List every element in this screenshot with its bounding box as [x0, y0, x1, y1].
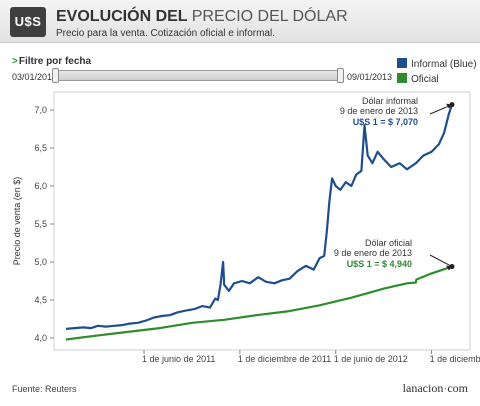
annotation-date: 9 de enero de 2013: [340, 106, 418, 116]
brand-logo: lanacion·com: [402, 381, 468, 395]
annotation-date: 9 de enero de 2013: [334, 248, 412, 258]
plot-area: [53, 91, 471, 351]
annotation-pointer: [429, 254, 453, 268]
legend-swatch: [397, 58, 407, 68]
annotation-title: Dólar informal: [362, 96, 418, 106]
y-tick-label: 7,0: [34, 105, 47, 115]
y-tick-label: 6,5: [34, 143, 47, 153]
x-tick-label: 1 de junio de 2011: [142, 354, 215, 364]
x-tick-label: 1 de junio de 2012: [334, 354, 408, 364]
slider-handle-start[interactable]: [52, 68, 59, 83]
y-axis-label: Precio de venta (en $): [12, 177, 22, 266]
slider-handle-end[interactable]: [337, 68, 344, 83]
title-bold: EVOLUCIÓN DEL: [56, 8, 188, 25]
x-tick-label: 1 de diciembre de 2012: [430, 354, 480, 364]
chevron-right-icon: >: [12, 56, 18, 67]
annotation-value: U$S 1 = $ 4,940: [347, 259, 412, 269]
legend-swatch: [397, 73, 407, 83]
chart-subtitle: Precio para la venta. Cotización oficial…: [56, 28, 275, 39]
date-range-end: 09/01/2013: [347, 72, 393, 82]
series-line-informal: [65, 104, 454, 330]
chart-title: EVOLUCIÓN DEL PRECIO DEL DÓLAR: [56, 8, 348, 26]
legend-item-oficial: Oficial: [397, 73, 439, 85]
y-tick-label: 6,0: [34, 181, 47, 191]
currency-badge: U$S: [10, 7, 46, 37]
legend-item-informal: Informal (Blue): [397, 58, 477, 70]
series-line-oficial: [65, 265, 453, 341]
x-tick-label: 1 de diciembre de 2011: [238, 354, 331, 364]
y-tick-label: 5,5: [34, 219, 47, 229]
header: U$S EVOLUCIÓN DEL PRECIO DEL DÓLAR Preci…: [0, 0, 480, 43]
series-endpoint: [449, 264, 455, 270]
title-light: PRECIO DEL DÓLAR: [191, 8, 348, 25]
y-tick-label: 4,0: [34, 333, 47, 343]
y-tick-label: 4,5: [34, 295, 47, 305]
date-range-start: 03/01/2011: [12, 72, 57, 82]
y-tick-label: 5,0: [34, 257, 47, 267]
annotation-title: Dólar oficial: [365, 238, 412, 248]
annotation-value: U$S 1 = $ 7,070: [353, 117, 418, 127]
source-note: Fuente: Reuters: [12, 384, 77, 394]
date-filter-label: >Filtre por fecha: [12, 56, 92, 67]
series-endpoint: [449, 102, 455, 108]
